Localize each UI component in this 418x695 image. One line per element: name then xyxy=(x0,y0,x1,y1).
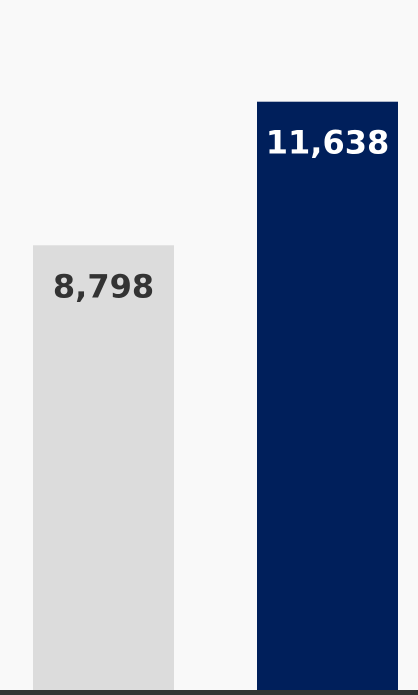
bar-2 xyxy=(257,101,398,690)
bar-1 xyxy=(33,245,174,690)
data-label-1: 8,798 xyxy=(53,267,154,305)
data-label-2: 11,638 xyxy=(266,124,389,162)
data-labels-group: 8,798 11,638 xyxy=(53,124,389,306)
bars-group xyxy=(33,101,398,690)
